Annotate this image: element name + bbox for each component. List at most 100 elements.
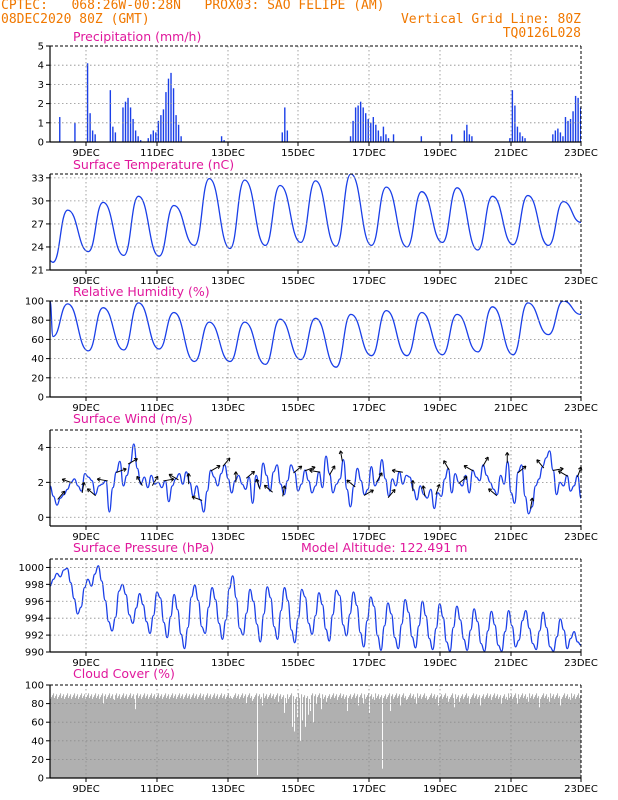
cloud-column bbox=[476, 694, 478, 778]
cloud-column bbox=[81, 693, 83, 778]
cloud-column bbox=[495, 698, 497, 778]
cloud-column bbox=[102, 693, 104, 778]
cloud-column bbox=[145, 698, 147, 778]
cloud-column bbox=[128, 697, 130, 778]
cloud-column bbox=[140, 694, 142, 778]
cloud-column bbox=[402, 695, 404, 778]
cloud-column bbox=[292, 726, 294, 778]
y-tick-label: 1 bbox=[38, 118, 44, 129]
cloud-column bbox=[104, 696, 106, 778]
x-tick-label: 15DEC bbox=[281, 148, 315, 159]
series-line bbox=[50, 565, 581, 652]
x-tick-label: 17DEC bbox=[352, 276, 386, 287]
cloud-column bbox=[287, 694, 289, 778]
precip-bar bbox=[552, 134, 554, 142]
cloud-column bbox=[484, 698, 486, 778]
cloud-column bbox=[473, 693, 475, 778]
cloud-column bbox=[435, 698, 437, 778]
cloud-column bbox=[121, 697, 123, 778]
cloud-column bbox=[359, 697, 361, 778]
cloud-column bbox=[297, 717, 299, 778]
cloud-column bbox=[142, 697, 144, 778]
cloud-column bbox=[283, 695, 285, 778]
cloud-column bbox=[311, 695, 313, 778]
cloud-column bbox=[54, 698, 56, 778]
cloud-column bbox=[237, 696, 239, 778]
series-line bbox=[50, 301, 581, 368]
y-tick-label: 0 bbox=[38, 774, 44, 785]
cloud-column bbox=[302, 720, 304, 778]
wind-arrow bbox=[463, 465, 474, 472]
cloud-column bbox=[540, 698, 542, 778]
x-tick-label: 19DEC bbox=[423, 276, 457, 287]
cloud-column bbox=[268, 697, 270, 778]
precip-bar bbox=[349, 136, 352, 142]
cloud-column bbox=[404, 698, 406, 778]
cloud-column bbox=[564, 693, 566, 778]
x-tick-label: 23DEC bbox=[564, 658, 598, 669]
cloud-column bbox=[257, 775, 259, 778]
cloud-column bbox=[250, 698, 252, 778]
cloud-column bbox=[357, 694, 359, 778]
cloud-column bbox=[431, 693, 433, 778]
temperature-panel: Surface Temperature (nC) 21 24 27 30 33 9DEC 11… bbox=[31, 157, 598, 287]
x-tick-label: 13DEC bbox=[211, 658, 245, 669]
cloud-column bbox=[365, 698, 367, 778]
precip-bar bbox=[91, 130, 94, 142]
cloud-column bbox=[546, 694, 548, 778]
cloud-column bbox=[474, 698, 476, 778]
cloud-column bbox=[202, 696, 204, 778]
precip-bar bbox=[380, 136, 382, 142]
cloud-column bbox=[225, 698, 227, 778]
wind-arrow bbox=[86, 488, 96, 497]
cloud-column bbox=[83, 696, 85, 778]
cloud-column bbox=[366, 697, 368, 778]
cloud-column bbox=[99, 698, 101, 778]
cloud-column bbox=[304, 695, 306, 778]
cloud-column bbox=[51, 697, 53, 778]
cloud-column bbox=[405, 696, 407, 778]
cloud-column bbox=[101, 695, 103, 778]
cloud-column bbox=[542, 695, 544, 778]
cloud-column bbox=[571, 693, 573, 778]
series-line bbox=[50, 174, 581, 263]
cloud-column bbox=[458, 695, 460, 778]
y-tick-label: 33 bbox=[31, 173, 44, 184]
precip-bar bbox=[352, 120, 354, 142]
x-tick-label: 13DEC bbox=[211, 276, 245, 287]
cloud-column bbox=[179, 693, 181, 778]
cloud-column bbox=[479, 695, 481, 778]
precip-bar bbox=[152, 130, 155, 142]
cloud-column bbox=[379, 698, 381, 778]
cloud-column bbox=[123, 693, 125, 778]
cloud-column bbox=[240, 697, 242, 778]
chart-title: Surface Wind (m/s) bbox=[73, 411, 193, 426]
cloud-column bbox=[144, 693, 146, 778]
cloud-column bbox=[197, 698, 199, 778]
x-tick-label: 17DEC bbox=[352, 784, 386, 795]
cloud-column bbox=[446, 698, 448, 778]
cloud-column bbox=[362, 698, 364, 778]
cloud-column bbox=[430, 695, 432, 778]
precip-bar bbox=[385, 134, 387, 142]
precip-bar bbox=[165, 92, 167, 142]
cloud-column bbox=[345, 697, 347, 778]
precipitation-panel: Precipitation (mm/h) 0 1 2 3 4 5 9DEC 11DEC 13DEC… bbox=[38, 29, 598, 159]
y-tick-label: 60 bbox=[31, 718, 44, 729]
cloud-column bbox=[151, 693, 153, 778]
cloud-column bbox=[410, 693, 412, 778]
cloud-column bbox=[307, 696, 309, 778]
cloud-column bbox=[354, 693, 356, 778]
wind-arrow bbox=[482, 456, 489, 467]
cloud-column bbox=[382, 768, 384, 778]
cloud-column bbox=[314, 696, 316, 778]
cloud-column bbox=[199, 695, 201, 778]
cloud-column bbox=[238, 694, 240, 778]
precip-bar bbox=[167, 78, 170, 142]
cloud-column bbox=[545, 696, 547, 778]
cloud-column bbox=[260, 698, 262, 778]
cloud-column bbox=[192, 695, 194, 778]
x-tick-label: 15DEC bbox=[281, 658, 315, 669]
x-tick-label: 9DEC bbox=[72, 784, 99, 795]
cloud-column bbox=[480, 705, 482, 778]
